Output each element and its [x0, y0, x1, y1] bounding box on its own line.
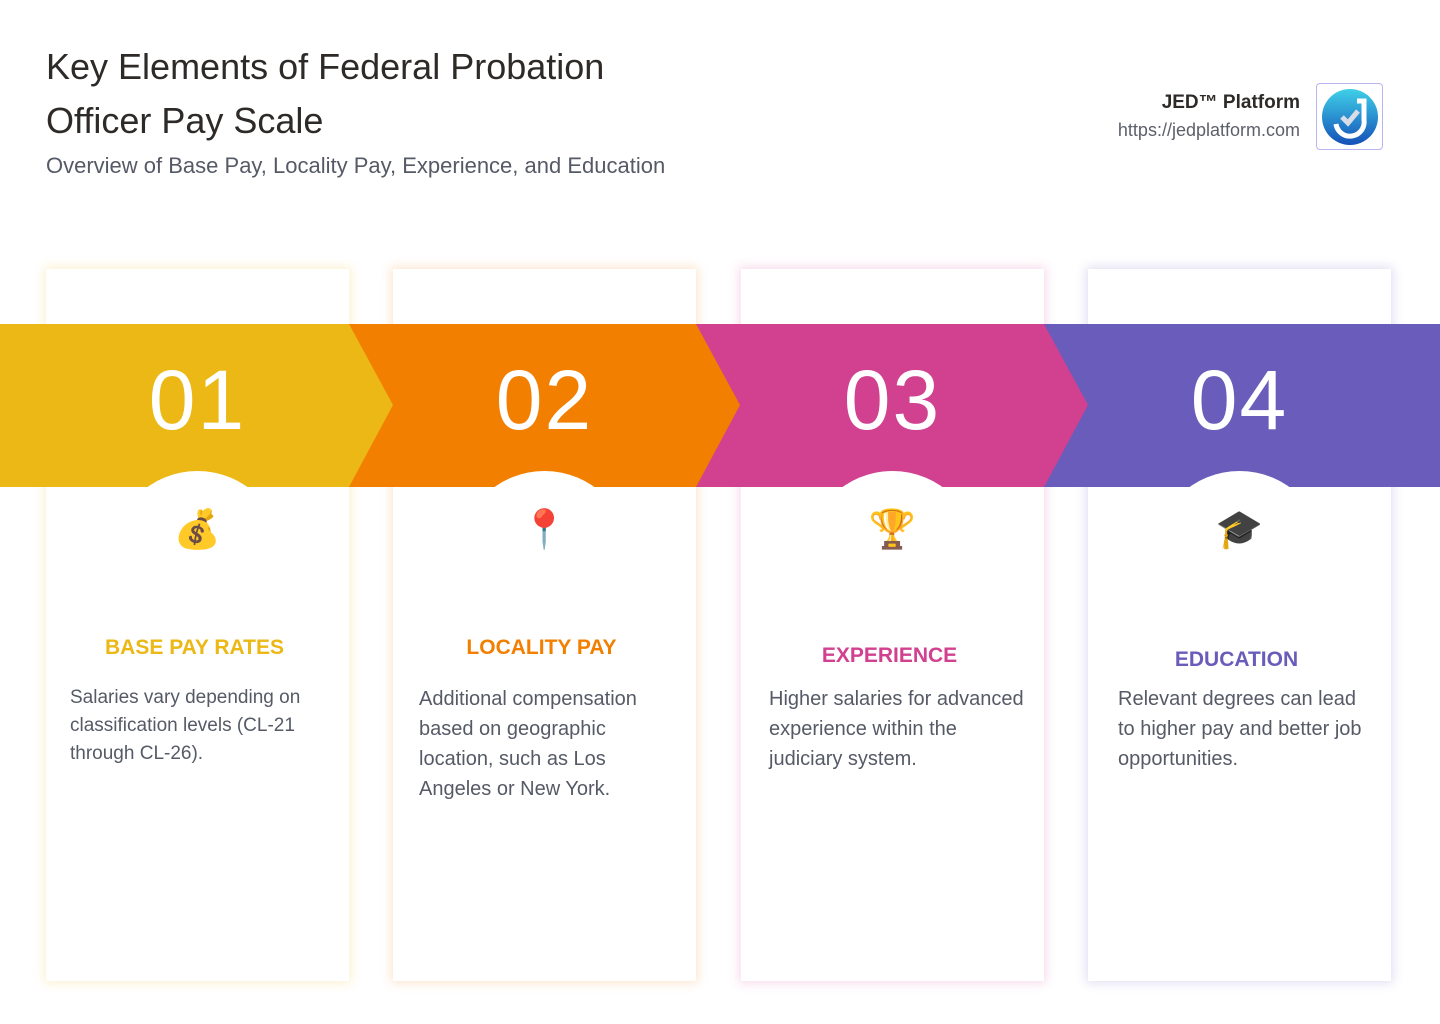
step-title: EDUCATION: [1174, 648, 1299, 671]
brand: JED™ Platform https://jedplatform.com: [1118, 92, 1300, 141]
page-subtitle: Overview of Base Pay, Locality Pay, Expe…: [46, 153, 666, 178]
step-title: LOCALITY PAY: [466, 636, 617, 659]
brand-name: JED™ Platform: [1161, 92, 1300, 113]
step-arrow: [1044, 324, 1440, 487]
money-bag-icon: 💰: [173, 509, 222, 551]
page-title: Key Elements of Federal Probation Office…: [46, 46, 605, 141]
pushpin-icon: 📍: [520, 509, 569, 551]
step-description: Relevant degrees can lead to higher pay …: [1118, 688, 1362, 770]
step-arrow: [696, 324, 1088, 487]
icon-circle: [806, 471, 979, 643]
icon-circle: [458, 471, 631, 643]
graduation-cap-icon: 🎓: [1215, 509, 1264, 551]
step-number: 04: [1190, 353, 1289, 447]
step-description: Additional compensation based on geograp…: [419, 688, 637, 800]
check-logo-icon: [1316, 83, 1383, 150]
step-title: EXPERIENCE: [821, 644, 958, 667]
trophy-icon: 🏆: [868, 509, 917, 551]
step-arrow: [349, 324, 740, 487]
step-arrow: [0, 324, 393, 487]
step-title: BASE PAY RATES: [105, 636, 284, 659]
step-number: 01: [148, 353, 247, 447]
step-number: 03: [843, 353, 942, 447]
brand-url[interactable]: https://jedplatform.com: [1117, 120, 1300, 140]
step-number: 02: [495, 353, 594, 447]
icon-circle: [111, 471, 284, 643]
step-description: Higher salaries for advanced experience …: [769, 688, 1024, 770]
icon-circle: [1153, 471, 1326, 643]
step-description: Salaries vary depending on classificatio…: [70, 687, 301, 764]
